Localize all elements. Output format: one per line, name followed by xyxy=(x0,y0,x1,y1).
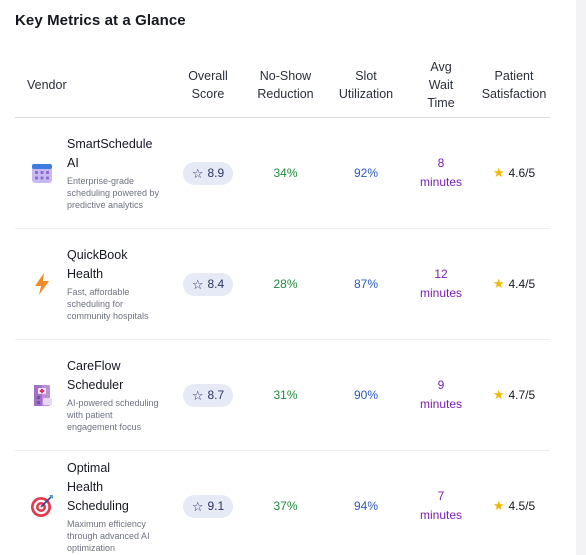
header-patient-satisfaction: Patient Satisfaction xyxy=(481,68,547,101)
wait-value: 7 minutes xyxy=(419,489,463,522)
slot-value: 87% xyxy=(353,277,379,291)
header-slot-utilization: Slot Utilization xyxy=(338,68,394,101)
score-badge: ☆ 8.7 xyxy=(182,383,234,407)
slot-value: 92% xyxy=(353,166,379,180)
star-outline-icon: ☆ xyxy=(191,498,204,514)
slot-value: 90% xyxy=(353,388,379,402)
vendor-name: Optimal Health Scheduling xyxy=(67,460,129,513)
star-outline-icon: ☆ xyxy=(191,387,204,403)
table-header: Vendor Overall Score No-Show Reduction S… xyxy=(15,52,550,118)
metrics-table: Vendor Overall Score No-Show Reduction S… xyxy=(15,52,550,555)
target-icon xyxy=(29,493,55,519)
vendor-name: CareFlow Scheduler xyxy=(67,359,124,392)
lightning-icon xyxy=(29,271,55,297)
header-overall-score: Overall Score xyxy=(188,68,228,101)
header-no-show-reduction: No-Show Reduction xyxy=(257,68,314,101)
star-outline-icon: ☆ xyxy=(191,165,204,181)
header-vendor: Vendor xyxy=(27,77,67,92)
wait-value: 9 minutes xyxy=(419,378,463,411)
star-outline-icon: ☆ xyxy=(191,276,204,292)
calendar-icon xyxy=(29,160,55,186)
page-title: Key Metrics at a Glance xyxy=(15,12,186,29)
wait-value: 12 minutes xyxy=(419,267,463,300)
vendor-name: QuickBook Health xyxy=(67,248,128,281)
vendor-description: AI-powered scheduling with patient engag… xyxy=(67,398,159,432)
no-show-value: 28% xyxy=(273,277,298,291)
star-icon: ★ xyxy=(492,165,505,181)
slot-value: 94% xyxy=(353,499,379,513)
vendor-description: Maximum efficiency through advanced AI o… xyxy=(67,518,150,553)
vendor-cell: CareFlow Scheduler AI-powered scheduling… xyxy=(15,357,173,433)
no-show-value: 34% xyxy=(273,166,298,180)
satisfaction-value: ★ 4.6/5 xyxy=(492,165,536,181)
header-avg-wait-time: Avg Wait Time xyxy=(427,59,455,110)
vendor-cell: SmartSchedule AI Enterprise-grade schedu… xyxy=(15,135,173,211)
wait-value: 8 minutes xyxy=(419,156,463,189)
no-show-value: 37% xyxy=(273,499,298,513)
satisfaction-value: ★ 4.7/5 xyxy=(492,387,536,403)
table-row: QuickBook Health Fast, affordable schedu… xyxy=(15,229,550,340)
table-row: SmartSchedule AI Enterprise-grade schedu… xyxy=(15,118,550,229)
vendor-cell: Optimal Health Scheduling Maximum effici… xyxy=(15,459,173,554)
vendor-description: Enterprise-grade scheduling powered by p… xyxy=(67,176,160,210)
star-icon: ★ xyxy=(492,387,505,403)
table-row: Optimal Health Scheduling Maximum effici… xyxy=(15,451,550,555)
vendor-description: Fast, affordable scheduling for communit… xyxy=(67,287,149,321)
star-icon: ★ xyxy=(492,498,505,514)
vendor-name: SmartSchedule AI xyxy=(67,137,153,170)
scrollbar-track[interactable] xyxy=(576,0,586,555)
score-badge: ☆ 8.4 xyxy=(182,272,234,296)
score-badge: ☆ 8.9 xyxy=(182,161,234,185)
score-badge: ☆ 9.1 xyxy=(182,494,234,518)
hospital-icon xyxy=(29,382,55,408)
satisfaction-value: ★ 4.5/5 xyxy=(492,498,536,514)
vendor-cell: QuickBook Health Fast, affordable schedu… xyxy=(15,246,173,322)
star-icon: ★ xyxy=(492,276,505,292)
satisfaction-value: ★ 4.4/5 xyxy=(492,276,536,292)
no-show-value: 31% xyxy=(273,388,298,402)
table-row: CareFlow Scheduler AI-powered scheduling… xyxy=(15,340,550,451)
